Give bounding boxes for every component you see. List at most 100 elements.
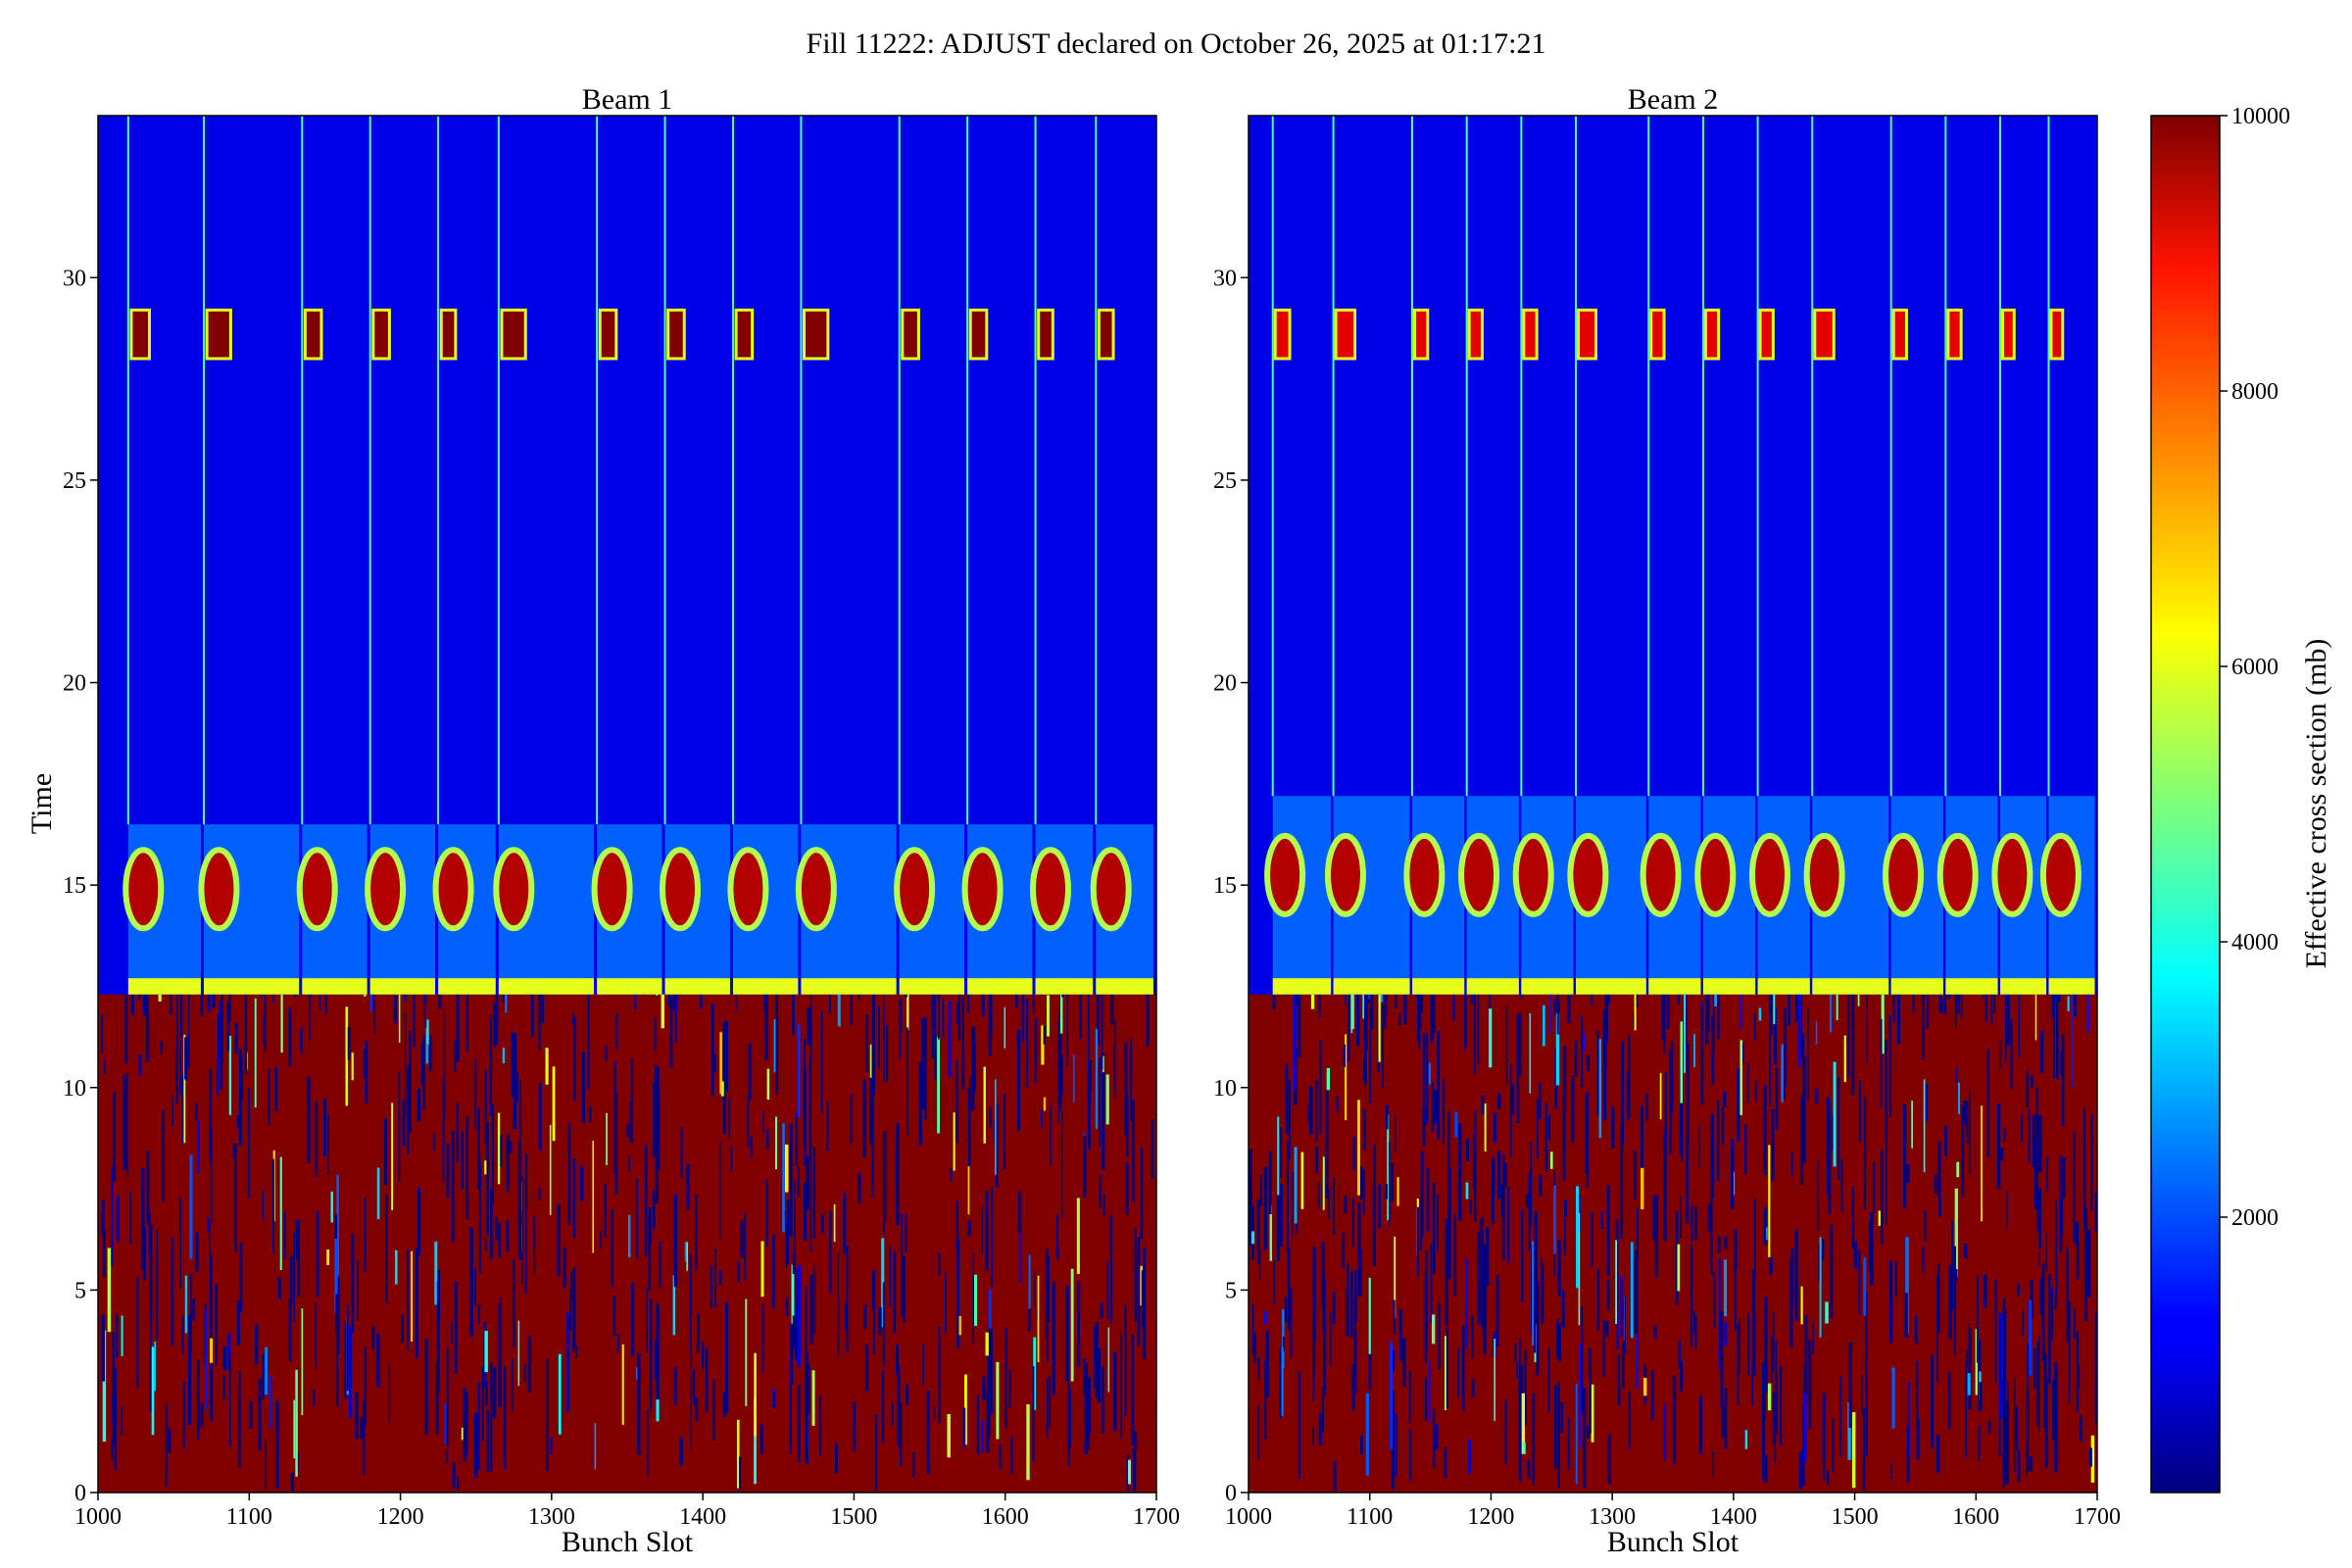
- noise-streak: [1891, 1367, 1895, 1429]
- noise-streak: [154, 1341, 156, 1392]
- x-tick-label: 1700: [2074, 1504, 2121, 1530]
- noise-streak: [1607, 1435, 1611, 1485]
- noise-streak: [1553, 1185, 1556, 1254]
- noise-streak: [1719, 1257, 1722, 1370]
- noise-streak: [2040, 1030, 2044, 1073]
- noise-streak: [1408, 1370, 1412, 1424]
- noise-streak: [1409, 1429, 1412, 1482]
- noise-streak: [1862, 1407, 1866, 1491]
- noise-streak: [1430, 994, 1434, 1043]
- noise-streak: [530, 994, 534, 1038]
- noise-streak: [918, 1061, 922, 1146]
- noise-streak: [1557, 1240, 1561, 1297]
- noise-streak: [1764, 1297, 1768, 1393]
- noise-streak: [1057, 1020, 1060, 1083]
- noise-streak: [1264, 1360, 1267, 1440]
- noise-streak: [1109, 1214, 1112, 1324]
- beam1-heatmap: [98, 116, 1156, 1493]
- noise-streak: [1282, 1336, 1285, 1352]
- noise-streak: [456, 994, 460, 1062]
- noise-streak: [473, 1412, 478, 1479]
- noise-streak: [1025, 999, 1029, 1089]
- noise-streak: [764, 994, 768, 1061]
- train-band-edge: [302, 978, 368, 995]
- noise-streak: [1880, 1018, 1883, 1108]
- noise-streak: [587, 994, 590, 1090]
- noise-streak: [1771, 1108, 1775, 1182]
- noise-streak: [1026, 1403, 1030, 1481]
- noise-streak: [985, 1191, 989, 1271]
- noise-streak: [1839, 1376, 1841, 1457]
- noise-streak: [1076, 1198, 1080, 1274]
- hotspot: [2049, 308, 2065, 361]
- noise-streak: [1072, 1054, 1075, 1103]
- noise-streak: [805, 1286, 808, 1381]
- noise-streak: [1345, 994, 1347, 1005]
- noise-streak: [1378, 994, 1381, 1062]
- noise-streak: [1773, 994, 1776, 1025]
- gap-line: [203, 116, 205, 825]
- noise-streak: [1979, 1382, 1983, 1411]
- noise-streak: [2013, 1378, 2016, 1473]
- noise-streak: [165, 1402, 168, 1488]
- noise-streak: [1723, 1092, 1727, 1107]
- noise-streak: [785, 1221, 788, 1268]
- noise-streak: [1947, 994, 1950, 999]
- noise-streak: [1723, 1236, 1728, 1250]
- noise-streak: [1445, 1336, 1447, 1410]
- noise-streak: [1461, 1325, 1465, 1411]
- noise-streak: [1788, 994, 1790, 1026]
- noise-streak: [260, 994, 263, 999]
- noise-streak: [363, 1400, 366, 1476]
- train-band-edge: [664, 978, 730, 995]
- gap-line: [1944, 116, 1947, 797]
- noise-streak: [2061, 1197, 2064, 1234]
- noise-streak: [1984, 1274, 1987, 1308]
- noise-streak: [1734, 1244, 1737, 1331]
- noise-streak: [581, 1052, 585, 1124]
- noise-streak: [228, 994, 231, 1023]
- noise-streak: [2087, 1229, 2091, 1298]
- noise-streak: [363, 994, 367, 997]
- hotspot: [500, 308, 527, 361]
- noise-streak: [1666, 994, 1670, 1029]
- noise-streak: [1664, 1072, 1667, 1150]
- noise-streak: [549, 1124, 552, 1215]
- gap-line: [800, 116, 803, 825]
- noise-streak: [1419, 1198, 1423, 1250]
- noise-streak: [1336, 1096, 1340, 1113]
- noise-streak: [484, 1160, 487, 1175]
- noise-streak: [1133, 1446, 1137, 1491]
- noise-streak: [1571, 1075, 1575, 1143]
- noise-streak: [614, 1093, 618, 1195]
- train-band-edge: [597, 978, 662, 995]
- noise-streak: [686, 1163, 690, 1210]
- noise-streak: [567, 1123, 571, 1225]
- noise-streak: [1137, 1237, 1141, 1347]
- noise-streak: [1471, 1378, 1475, 1397]
- noise-streak: [905, 1213, 907, 1252]
- colorbar-tick-label: 2000: [2231, 1205, 2278, 1231]
- hotspot: [968, 308, 989, 361]
- noise-streak: [309, 994, 311, 1041]
- noise-streak: [552, 1066, 556, 1142]
- beam1-panel: Beam 1 Bunch Slot Time 1000 1100 1200 1300 1…: [25, 83, 1180, 1558]
- noise-streak: [1310, 994, 1315, 1009]
- noise-streak: [1858, 1080, 1862, 1142]
- noise-streak: [1847, 994, 1850, 1079]
- noise-streak: [1690, 1206, 1693, 1243]
- noise-streak: [324, 994, 327, 1015]
- noise-streak: [1477, 1232, 1481, 1325]
- noise-streak: [1298, 995, 1301, 1058]
- noise-streak: [1630, 1242, 1634, 1339]
- noise-streak: [1034, 1018, 1038, 1065]
- noise-streak: [1040, 994, 1043, 996]
- train-band-edge: [1466, 978, 1519, 995]
- noise-streak: [1422, 1108, 1426, 1147]
- noise-streak: [481, 1366, 484, 1442]
- noise-streak: [269, 1375, 272, 1428]
- hotspot: [803, 308, 830, 361]
- noise-streak: [789, 1378, 792, 1454]
- noise-streak: [2055, 1200, 2058, 1304]
- noise-streak: [446, 1144, 450, 1199]
